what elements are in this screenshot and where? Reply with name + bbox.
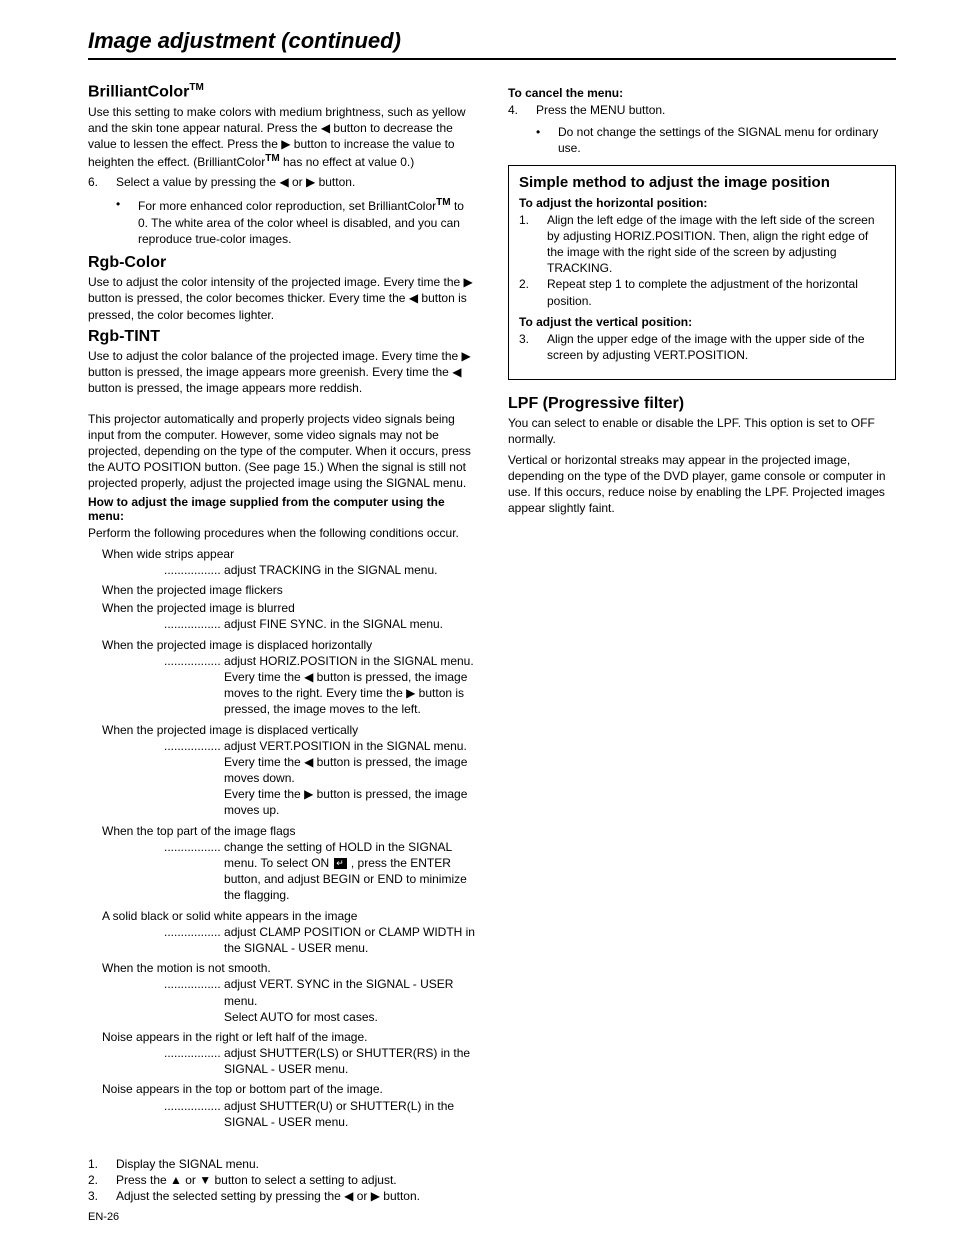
box-list-2: 3. Align the upper edge of the image wit… — [519, 331, 885, 363]
condition-block: When the projected image is displaced ve… — [102, 722, 476, 819]
content-columns: BrilliantColorTM Use this setting to mak… — [88, 82, 896, 1211]
list-item: 6. Select a value by pressing the ◀ or ▶… — [88, 174, 476, 190]
left-arrow-icon: ◀ — [304, 755, 313, 769]
tm-superscript: TM — [189, 82, 203, 93]
heading-text: BrilliantColor — [88, 83, 189, 100]
brilliantcolor-body: Use this setting to make colors with med… — [88, 104, 476, 171]
simple-method-box: Simple method to adjust the image positi… — [508, 165, 896, 381]
box-sub-heading: To adjust the vertical position: — [519, 315, 885, 329]
list-item: 1. Display the SIGNAL menu. — [88, 1156, 476, 1172]
list-item: 3. Adjust the selected setting by pressi… — [88, 1188, 476, 1204]
list-item: 2. Press the ▲ or ▼ button to select a s… — [88, 1172, 476, 1188]
right-arrow-icon: ▶ — [371, 1189, 380, 1203]
condition-block: A solid black or solid white appears in … — [102, 908, 476, 957]
left-arrow-icon: ◀ — [409, 291, 418, 305]
right-column: To cancel the menu: 4. Press the MENU bu… — [508, 82, 896, 1211]
howto-intro: Perform the following procedures when th… — [88, 525, 476, 541]
condition-block: When wide strips appear ................… — [102, 546, 476, 578]
left-arrow-icon: ◀ — [304, 670, 313, 684]
condition-block: When the top part of the image flags ...… — [102, 823, 476, 904]
list-item: 4. Press the MENU button. — [508, 102, 896, 118]
left-arrow-icon: ◀ — [279, 175, 288, 189]
document-page: Image adjustment (continued) BrilliantCo… — [0, 0, 954, 1251]
list-item: • For more enhanced color reproduction, … — [116, 196, 476, 247]
auto-position-paragraph: This projector automatically and properl… — [88, 411, 476, 492]
cancel-heading: To cancel the menu: — [508, 86, 896, 100]
page-title: Image adjustment (continued) — [88, 28, 896, 60]
condition-block: When the projected image is blurred ....… — [102, 600, 476, 632]
list-item: • Do not change the settings of the SIGN… — [536, 124, 896, 156]
right-arrow-icon: ▶ — [462, 349, 471, 363]
enter-icon: ↵ — [334, 858, 347, 869]
down-arrow-icon: ▼ — [199, 1173, 211, 1187]
left-arrow-icon: ◀ — [452, 365, 461, 379]
rgb-tint-body: Use to adjust the color balance of the p… — [88, 348, 476, 397]
page-number: EN-26 — [88, 1211, 119, 1223]
list-item: 3. Align the upper edge of the image wit… — [519, 331, 885, 363]
rgb-color-body: Use to adjust the color intensity of the… — [88, 274, 476, 323]
up-arrow-icon: ▲ — [170, 1173, 182, 1187]
lpf-body-1: You can select to enable or disable the … — [508, 415, 896, 447]
right-arrow-icon: ▶ — [406, 686, 415, 700]
box-sub-heading: To adjust the horizontal position: — [519, 196, 885, 210]
condition-block: When the motion is not smooth. .........… — [102, 960, 476, 1025]
condition-block: Noise appears in the top or bottom part … — [102, 1081, 476, 1130]
brilliant-bullet-list: • For more enhanced color reproduction, … — [116, 196, 476, 247]
left-arrow-icon: ◀ — [321, 121, 330, 135]
left-column: BrilliantColorTM Use this setting to mak… — [88, 82, 476, 1211]
right-arrow-icon: ▶ — [304, 787, 313, 801]
rgb-color-heading: Rgb-Color — [88, 253, 476, 272]
cancel-bullet-list: • Do not change the settings of the SIGN… — [536, 124, 896, 156]
rgb-tint-heading: Rgb-TINT — [88, 327, 476, 346]
lpf-heading: LPF (Progressive filter) — [508, 394, 896, 413]
condition-block: Noise appears in the right or left half … — [102, 1029, 476, 1078]
list-item: 2. Repeat step 1 to complete the adjustm… — [519, 276, 885, 308]
right-arrow-icon: ▶ — [464, 275, 473, 289]
cancel-list: 4. Press the MENU button. — [508, 102, 896, 118]
box-title: Simple method to adjust the image positi… — [519, 174, 885, 192]
brilliant-step-list: 6. Select a value by pressing the ◀ or ▶… — [88, 174, 476, 190]
condition-block: When the projected image is displaced ho… — [102, 637, 476, 718]
signal-steps-list: 1. Display the SIGNAL menu. 2. Press the… — [88, 1156, 476, 1205]
list-item: 1. Align the left edge of the image with… — [519, 212, 885, 277]
lpf-body-2: Vertical or horizontal streaks may appea… — [508, 452, 896, 517]
condition-block: When the projected image flickers — [102, 582, 476, 598]
brilliantcolor-heading: BrilliantColorTM — [88, 82, 476, 102]
right-arrow-icon: ▶ — [306, 175, 315, 189]
howto-heading: How to adjust the image supplied from th… — [88, 495, 476, 523]
box-list-1: 1. Align the left edge of the image with… — [519, 212, 885, 309]
left-arrow-icon: ◀ — [344, 1189, 353, 1203]
